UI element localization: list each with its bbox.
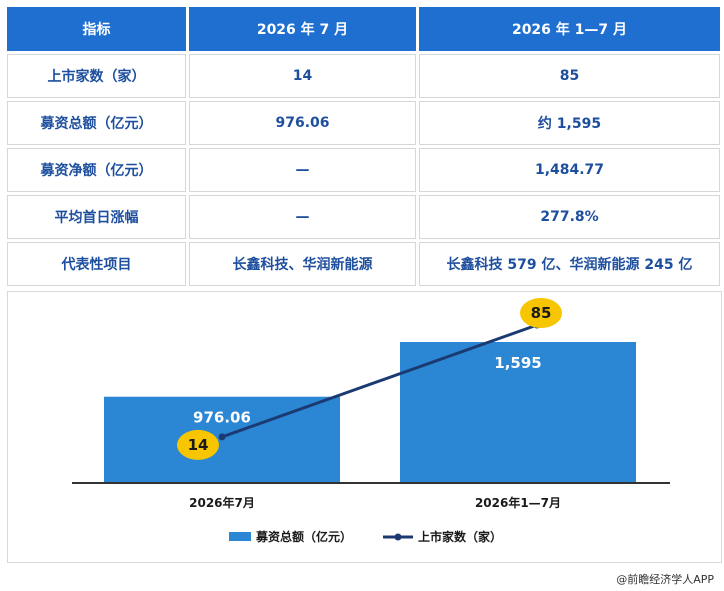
legend-label-bar: 募资总额（亿元） <box>255 529 352 544</box>
line-point-0 <box>218 433 226 441</box>
source-credit: @前瞻经济学人APP <box>616 573 714 586</box>
cell-total-raised-ytd: 约 1,595 <box>419 101 720 145</box>
cell-key-projects-ytd: 长鑫科技 579 亿、华润新能源 245 亿 <box>419 242 720 286</box>
row-label-listings: 上市家数（家） <box>7 54 186 98</box>
row-label-net-raised: 募资净额（亿元） <box>7 148 186 192</box>
bar-1 <box>400 342 636 483</box>
line-label-badge-0 <box>177 429 219 460</box>
cell-listings-july: 14 <box>189 54 416 98</box>
legend-swatch-bar <box>229 532 251 541</box>
cell-first-day-gain-ytd: 277.8% <box>419 195 720 239</box>
line-value-label-1: 85 <box>531 304 552 322</box>
cell-net-raised-july: — <box>189 148 416 192</box>
table-header-indicator: 指标 <box>7 7 186 51</box>
cell-first-day-gain-july: — <box>189 195 416 239</box>
bar-value-label-0: 976.06 <box>193 409 251 427</box>
row-label-key-projects: 代表性项目 <box>7 242 186 286</box>
table-header-jan-jul: 2026 年 1—7 月 <box>419 7 720 51</box>
legend-label-line: 上市家数（家） <box>418 529 502 544</box>
x-tick-label-1: 2026年1—7月 <box>475 495 561 510</box>
cell-total-raised-july: 976.06 <box>189 101 416 145</box>
line-series <box>221 323 538 439</box>
data-table: 指标 2026 年 7 月 2026 年 1—7 月 上市家数（家） 14 85… <box>0 0 724 290</box>
line-label-badge-1 <box>520 298 562 328</box>
x-tick-label-0: 2026年7月 <box>189 495 255 510</box>
cell-listings-ytd: 85 <box>419 54 720 98</box>
line-value-label-0: 14 <box>188 436 209 454</box>
legend-swatch-marker <box>394 533 402 541</box>
table-header-july: 2026 年 7 月 <box>189 7 416 51</box>
cell-key-projects-july: 长鑫科技、华润新能源 <box>189 242 416 286</box>
row-label-total-raised: 募资总额（亿元） <box>7 101 186 145</box>
row-label-first-day-gain: 平均首日涨幅 <box>7 195 186 239</box>
cell-net-raised-ytd: 1,484.77 <box>419 148 720 192</box>
bar-value-label-1: 1,595 <box>494 354 541 372</box>
